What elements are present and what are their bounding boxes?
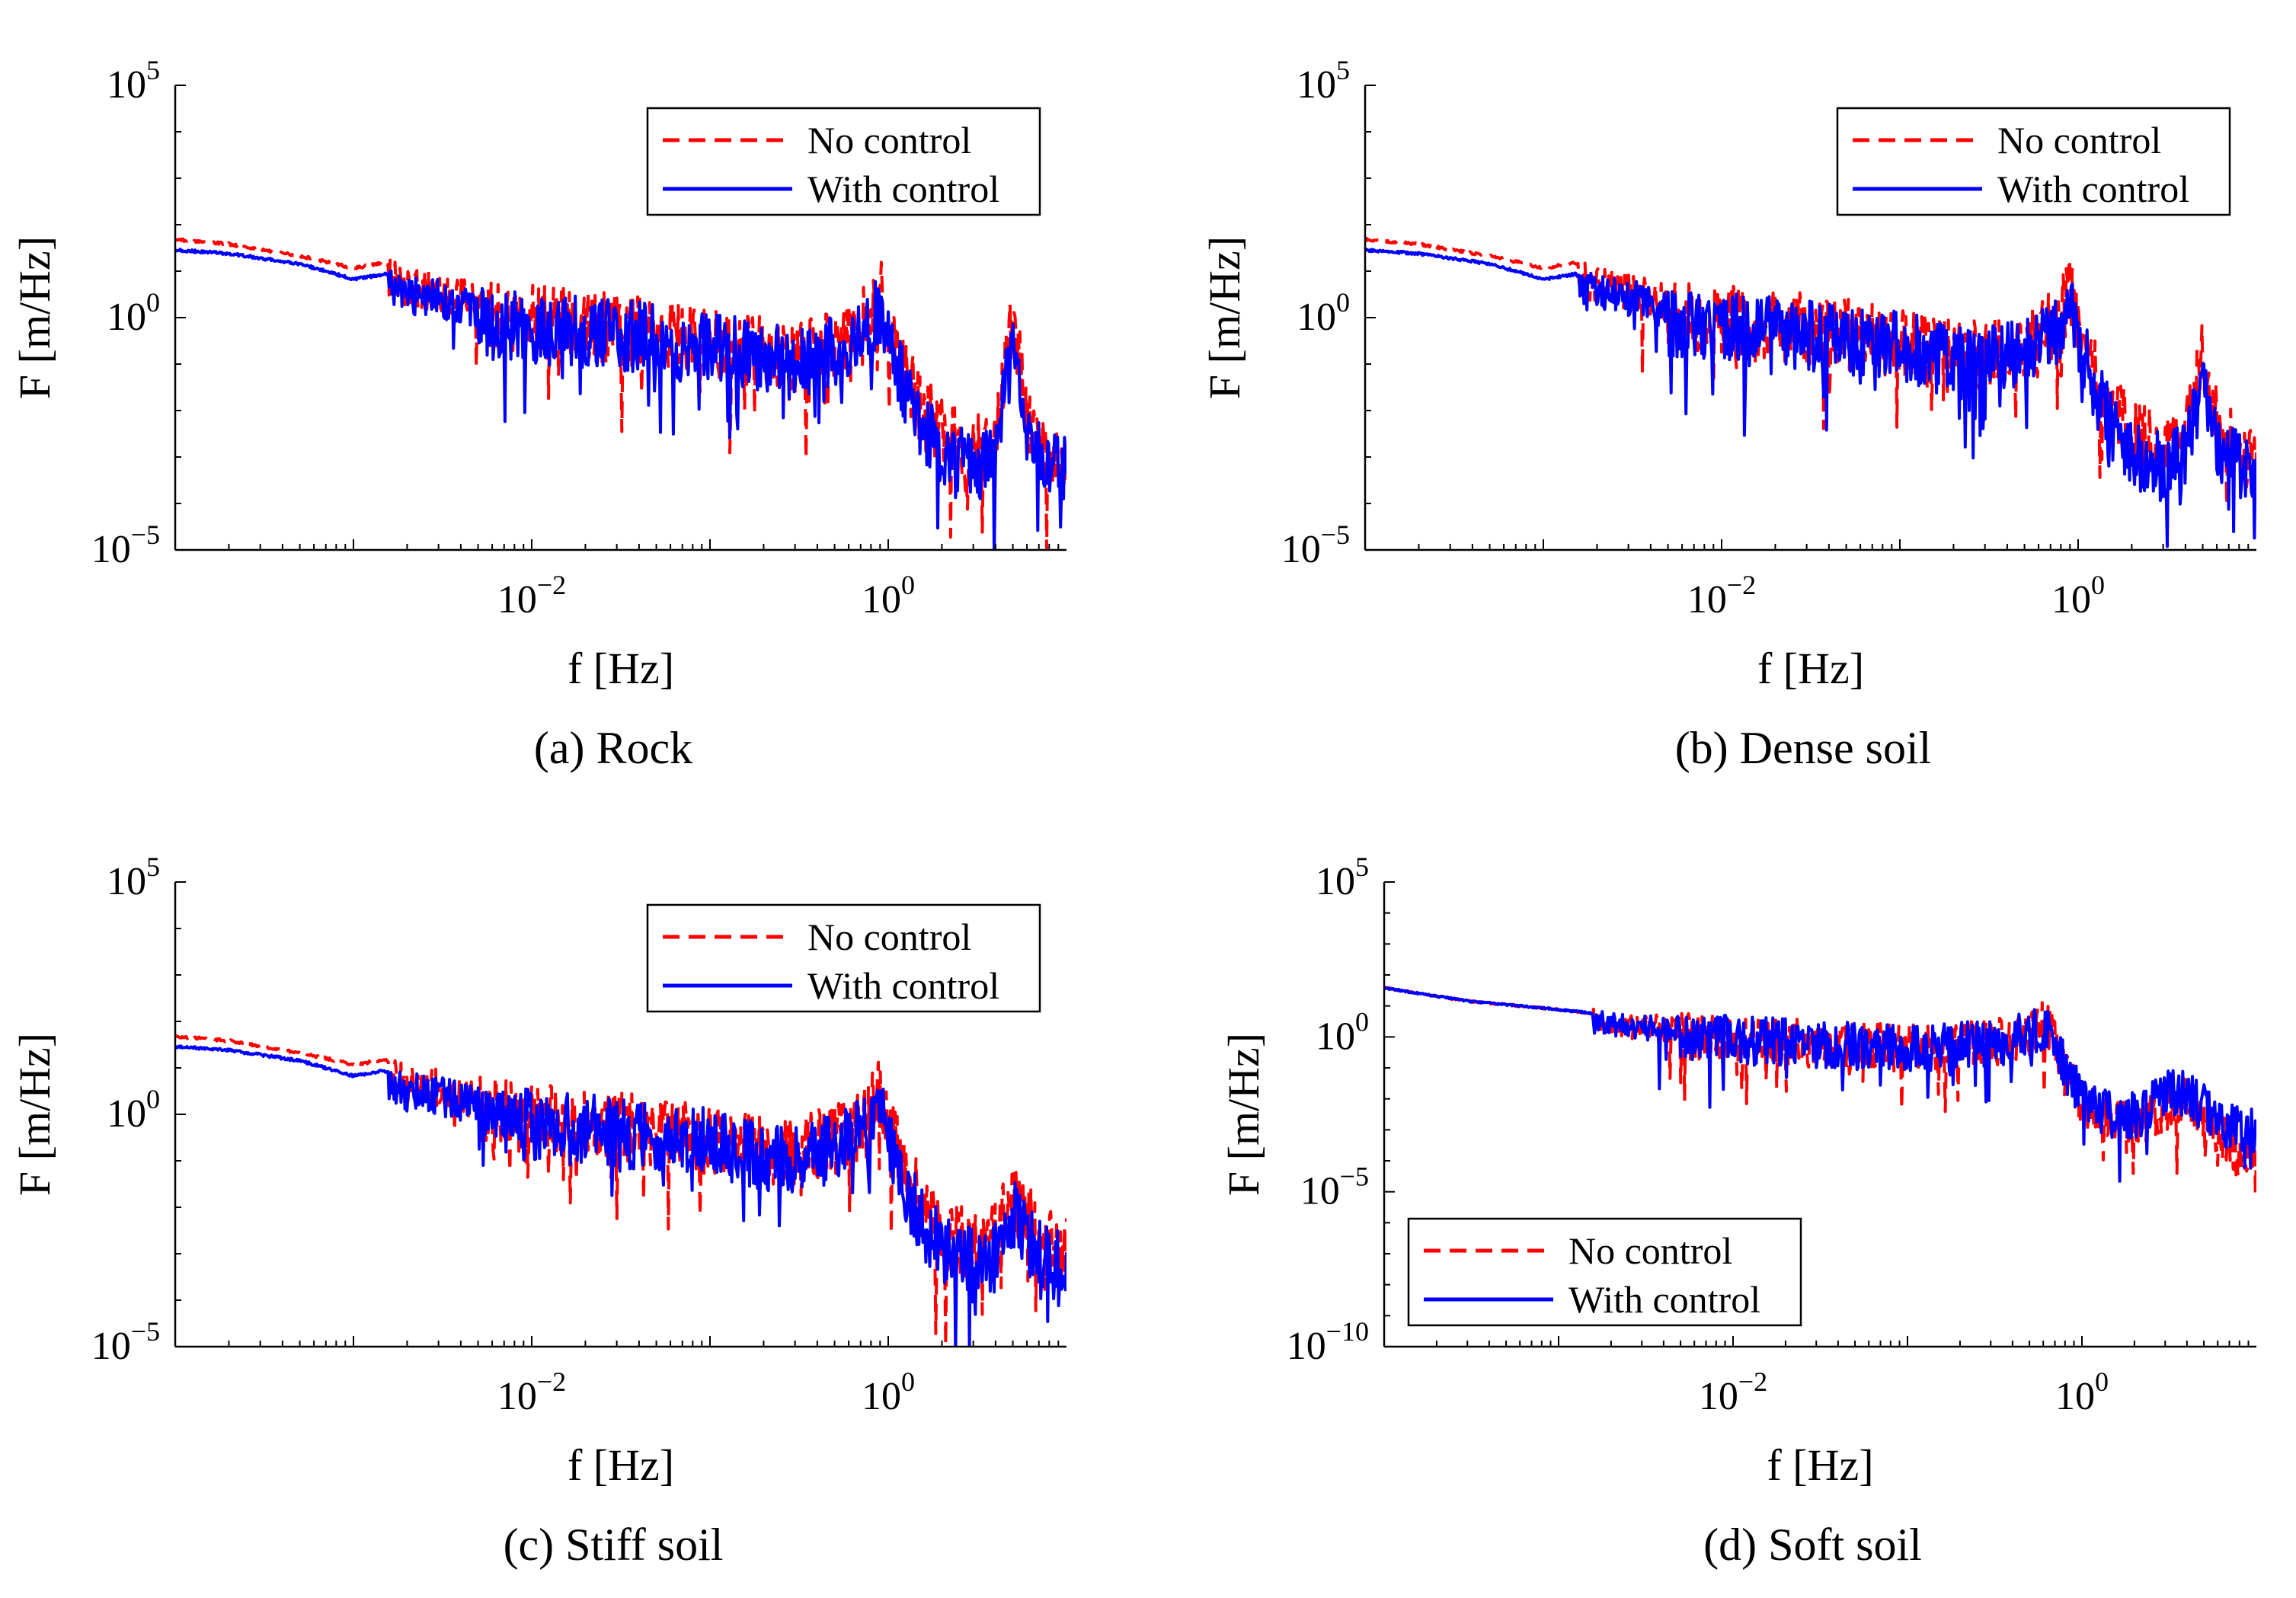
y-tick-label: 100 [107,1084,160,1136]
chart-panel-3: 10−2 100 10−5 100 105 f [Hz] F [m/Hz] (c) Stiff… [10,852,1066,1570]
legend-label: No control [1569,1229,1732,1272]
legend: No control With control [646,903,1041,1013]
series-line-with-control [1365,248,2256,548]
x-tick-label: 100 [2051,570,2105,622]
x-tick-label: 100 [2055,1366,2109,1418]
y-tick-label: 10−5 [91,1316,160,1368]
y-tick-label: 105 [107,852,160,903]
y-axis-label: F [m/Hz] [1200,236,1249,399]
panel-caption: (a) Rock [534,723,692,773]
y-tick-label: 10−5 [91,519,160,571]
series-line-no-control [175,1034,1066,1347]
legend-box [1407,1217,1802,1327]
y-axis-label: F [m/Hz] [10,1033,59,1196]
legend-label: With control [807,964,999,1007]
legend: No control With control [1407,1217,1802,1327]
series-line-with-control [175,1044,1066,1347]
chart-panel-2: 10−2 100 10−5 100 105 f [Hz] F [m/Hz] (b) Dense… [1200,55,2256,773]
x-tick-label: 100 [862,570,915,622]
panel-caption: (c) Stiff soil [504,1520,724,1570]
series-line-no-control [175,237,1066,550]
y-tick-label: 10−5 [1281,519,1350,571]
y-tick-label: 100 [107,287,160,339]
y-tick-label: 105 [1316,852,1369,903]
legend: No control With control [1836,107,2231,216]
x-axis-label: f [Hz] [568,644,674,693]
y-tick-label: 100 [1297,287,1350,339]
x-axis-label: f [Hz] [1757,644,1864,693]
chart-panel-1: 10−2 100 10−5 100 105 f [Hz] F [m/Hz] (a) Rock N… [10,55,1066,773]
legend-label: No control [807,119,971,161]
x-tick-label: 100 [862,1366,915,1418]
legend: No control With control [646,107,1041,216]
legend-box [646,107,1041,216]
series-line-with-control [175,248,1066,550]
x-tick-label: 10−2 [497,1366,566,1418]
y-tick-label: 105 [1297,55,1350,107]
series-line-with-control [1384,986,2256,1183]
panel-caption: (d) Soft soil [1703,1520,1922,1570]
x-tick-label: 10−2 [497,570,566,622]
x-axis-label: f [Hz] [1767,1440,1873,1490]
legend-label: With control [1569,1278,1760,1321]
y-tick-label: 105 [107,55,160,107]
chart-panel-4: 10−2 100 10−10 10−5 100 105 f [Hz] F [m/Hz] (d) … [1219,852,2256,1570]
legend-label: No control [1997,119,2161,161]
y-tick-label: 10−10 [1287,1316,1369,1368]
y-tick-label: 100 [1316,1006,1369,1058]
legend-label: With control [1997,168,2189,210]
legend-box [1836,107,2231,216]
y-axis-label: F [m/Hz] [10,236,59,399]
panel-caption: (b) Dense soil [1675,723,1932,773]
x-tick-label: 10−2 [1699,1366,1767,1418]
legend-label: No control [807,916,971,958]
y-axis-label: F [m/Hz] [1219,1033,1268,1196]
legend-box [646,903,1041,1013]
x-tick-label: 10−2 [1687,570,1756,622]
y-tick-label: 10−5 [1300,1162,1369,1213]
legend-label: With control [807,168,999,210]
x-axis-label: f [Hz] [568,1440,674,1490]
